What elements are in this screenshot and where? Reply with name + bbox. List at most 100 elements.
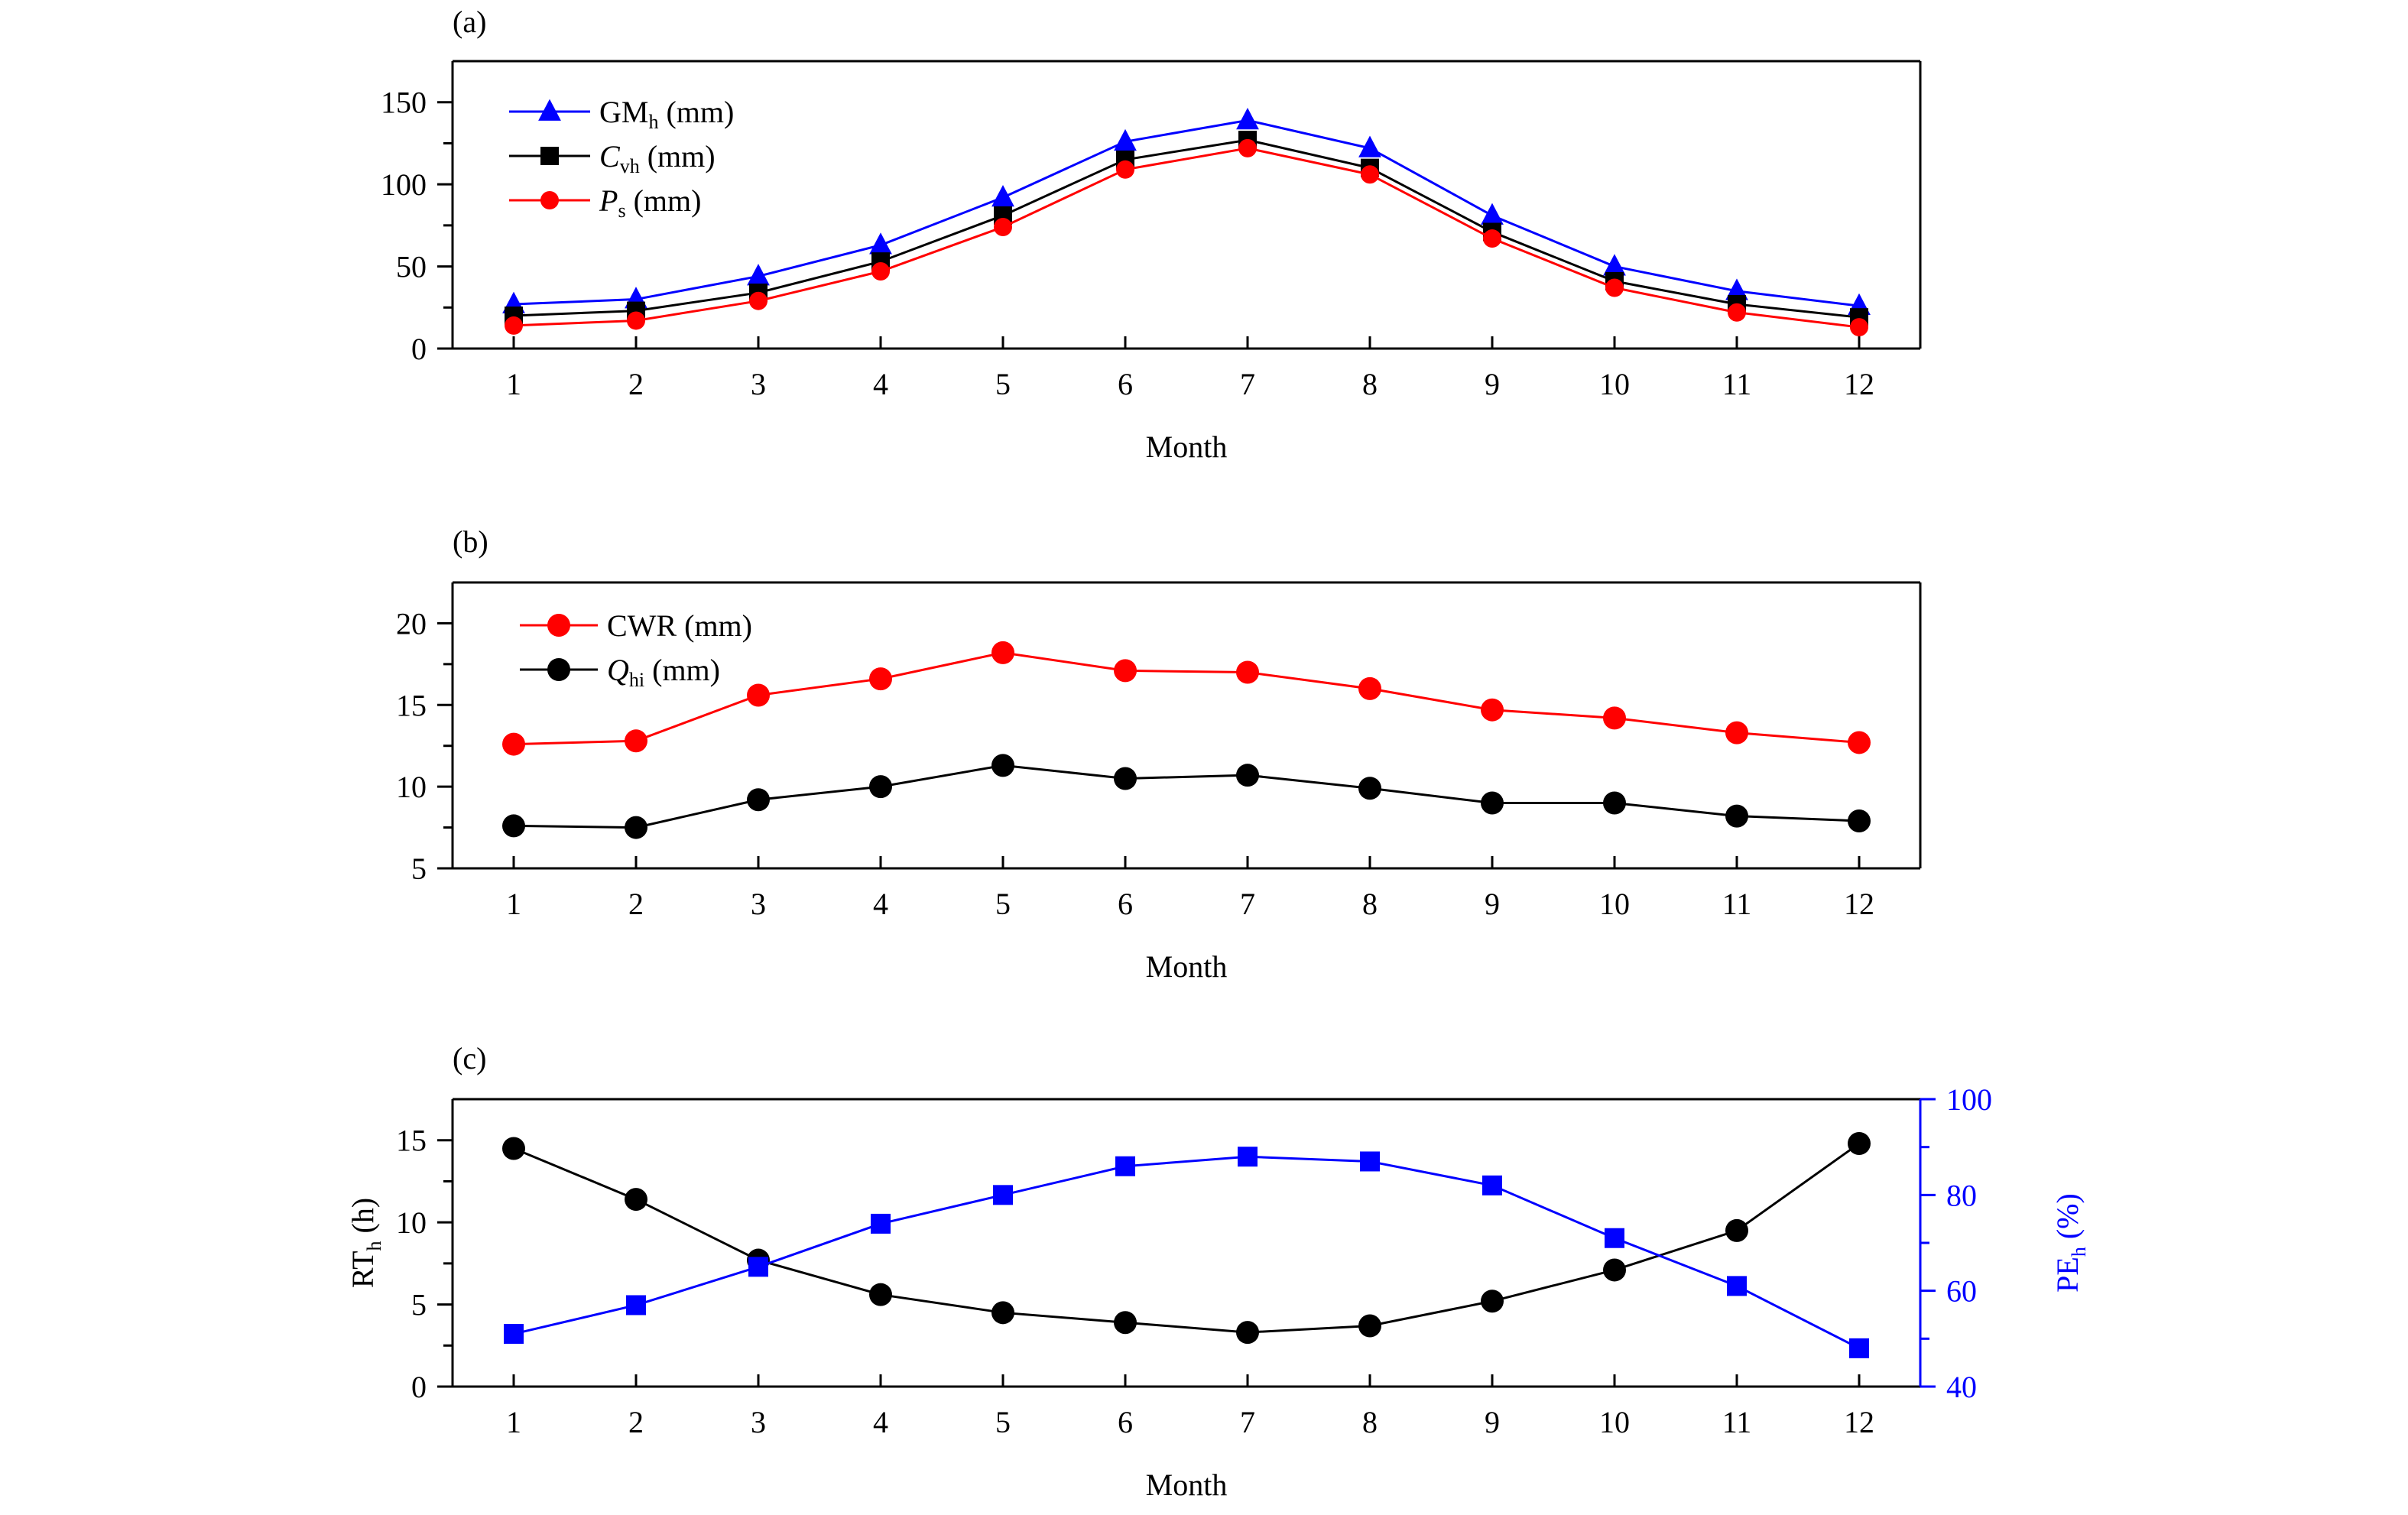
x-tick-label: 9	[1485, 1405, 1500, 1439]
y2-axis-label: PEh (%)	[2050, 1193, 2090, 1293]
x-tick-label: 10	[1599, 887, 1630, 921]
x-tick-label: 6	[1118, 1405, 1133, 1439]
data-point	[505, 316, 523, 335]
legend-subscript: hi	[629, 669, 644, 691]
data-point	[1603, 254, 1626, 276]
data-point	[747, 683, 770, 707]
y-tick-label: 10	[396, 770, 427, 804]
y-tick-label: 15	[396, 1124, 427, 1158]
x-tick-label: 1	[506, 887, 521, 921]
y2-axis-label-main: PE	[2050, 1257, 2085, 1293]
legend-entry-0: CWR (mm)	[520, 608, 752, 643]
data-point	[1481, 203, 1504, 225]
x-axis-label: Month	[1146, 1468, 1228, 1502]
data-point	[1358, 777, 1381, 800]
data-point	[1114, 767, 1137, 790]
data-point	[871, 1213, 891, 1234]
y-tick-label: 20	[396, 606, 427, 641]
panel-label: (c)	[453, 1041, 486, 1075]
x-axis-label: Month	[1146, 430, 1228, 464]
legend-entry-1: Qhi (mm)	[520, 653, 720, 691]
data-point	[1603, 1258, 1626, 1282]
x-tick-label: 8	[1362, 1405, 1378, 1439]
data-point	[991, 184, 1014, 207]
data-point	[869, 775, 892, 799]
data-point	[991, 754, 1014, 777]
y-axis-label-main: RT	[346, 1251, 380, 1288]
data-point	[1727, 1276, 1747, 1296]
x-tick-label: 7	[1240, 1405, 1255, 1439]
data-point	[869, 232, 892, 255]
data-point	[991, 1301, 1014, 1325]
series-2	[505, 138, 1868, 337]
series-line	[513, 764, 1860, 829]
y2-axis-label-sub: h	[2068, 1247, 2090, 1257]
y-tick-label: 0	[411, 1370, 427, 1404]
data-point	[1236, 660, 1259, 684]
x-tick-label: 9	[1485, 367, 1500, 401]
data-point	[1236, 1321, 1259, 1345]
x-tick-label: 2	[628, 887, 644, 921]
data-point	[1360, 1151, 1380, 1172]
series-line	[513, 138, 1860, 319]
legend-unit: (mm)	[677, 608, 752, 643]
x-tick-label: 12	[1844, 887, 1874, 921]
data-point	[1481, 698, 1504, 722]
series-1	[504, 1147, 1869, 1358]
x-tick-label: 11	[1722, 1405, 1752, 1439]
data-point	[869, 1283, 892, 1306]
data-point	[1725, 804, 1748, 828]
legend-unit: (mm)	[640, 139, 716, 174]
x-tick-label: 6	[1118, 367, 1133, 401]
legend-entry-1: Cvh (mm)	[509, 139, 716, 177]
data-point	[1115, 1156, 1135, 1176]
legend-name: Q	[607, 653, 629, 687]
y-tick-label: 15	[396, 688, 427, 722]
data-point	[748, 1257, 768, 1277]
series-line	[513, 1155, 1860, 1350]
data-point	[1238, 1147, 1258, 1167]
y-tick-label: 150	[381, 86, 427, 120]
y-tick-label: 5	[411, 1288, 427, 1322]
y2-axis-label-unit: (%)	[2050, 1193, 2085, 1247]
y-axis-label: RTh (h)	[346, 1198, 385, 1288]
data-point	[1481, 1290, 1504, 1313]
x-tick-label: 5	[995, 887, 1011, 921]
data-point	[502, 814, 525, 838]
legend-label: GMh (mm)	[599, 95, 734, 133]
x-tick-label: 2	[628, 367, 644, 401]
data-point	[627, 311, 645, 330]
data-point	[994, 218, 1012, 237]
data-point	[1603, 791, 1626, 815]
panel-label: (b)	[453, 524, 488, 559]
legend-label: Cvh (mm)	[599, 139, 716, 177]
x-tick-label: 7	[1240, 367, 1255, 401]
x-tick-label: 11	[1722, 887, 1752, 921]
data-point	[1725, 278, 1748, 300]
data-point	[747, 788, 770, 812]
x-tick-label: 3	[751, 887, 766, 921]
x-tick-label: 11	[1722, 367, 1752, 401]
legend-name: GM	[599, 95, 648, 129]
data-point	[1114, 128, 1137, 151]
x-tick-label: 12	[1844, 1405, 1874, 1439]
x-tick-label: 10	[1599, 1405, 1630, 1439]
data-point	[1114, 1311, 1137, 1335]
data-point	[1848, 1132, 1871, 1156]
data-point	[1116, 160, 1134, 179]
y-axis-label-sub: h	[363, 1241, 385, 1251]
data-point	[1361, 165, 1379, 184]
data-point	[504, 1324, 524, 1345]
x-tick-label: 5	[995, 367, 1011, 401]
data-point	[502, 732, 525, 756]
data-point	[625, 729, 647, 753]
legend-subscript: s	[618, 200, 625, 222]
y-tick-label: 50	[396, 250, 427, 284]
legend-label: CWR (mm)	[607, 608, 752, 643]
legend-label: Ps (mm)	[599, 183, 701, 222]
x-tick-label: 1	[506, 367, 521, 401]
y2-tick-label: 60	[1946, 1274, 1977, 1309]
data-point	[1725, 721, 1748, 745]
data-point	[869, 667, 892, 691]
legend-subscript: vh	[620, 155, 640, 177]
